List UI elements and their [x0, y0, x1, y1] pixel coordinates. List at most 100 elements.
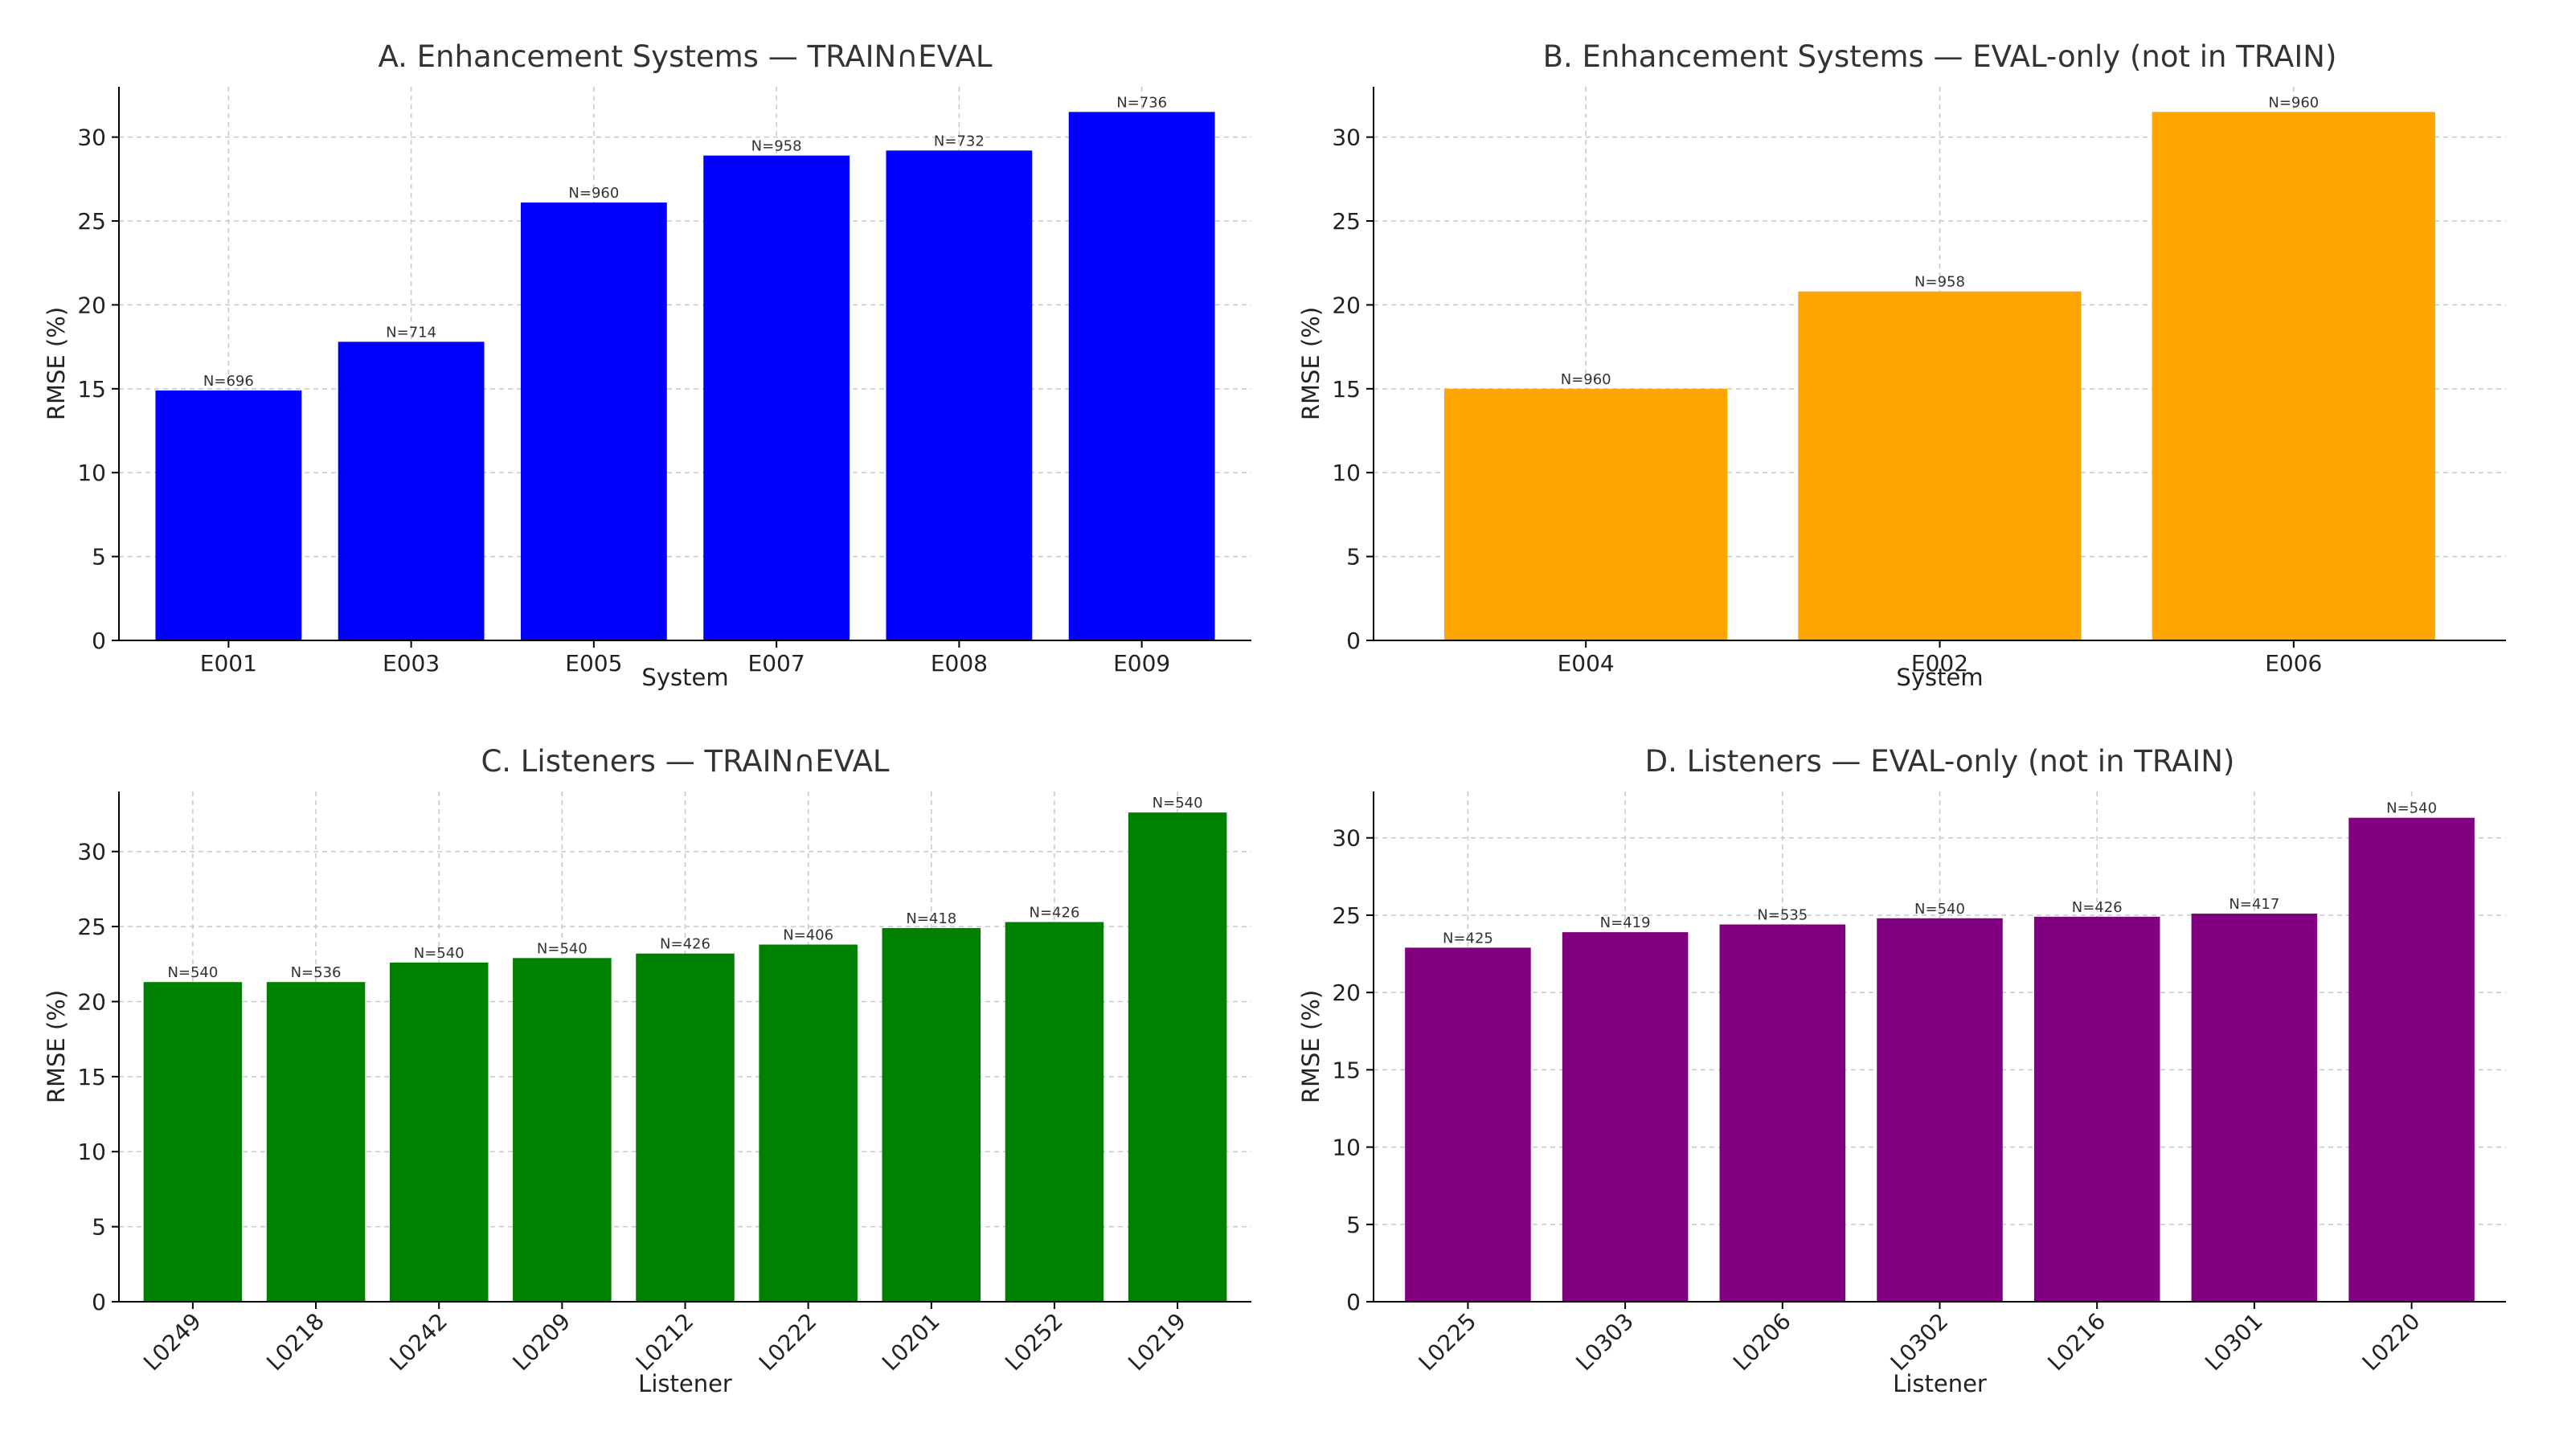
bar-E001	[155, 390, 302, 640]
y-tick-label: 25	[1332, 208, 1361, 235]
bar-L0301	[2191, 914, 2318, 1302]
bar-L0249	[143, 982, 243, 1302]
bar-count-label: N=960	[568, 185, 619, 202]
bar-E005	[520, 202, 667, 641]
y-tick-label: 0	[92, 1289, 106, 1315]
y-axis-title: RMSE (%)	[1297, 307, 1325, 420]
y-tick-label: 0	[1346, 628, 1361, 654]
x-tick-label: E007	[748, 650, 805, 677]
y-tick-label: 15	[77, 1064, 106, 1090]
bar-L0219	[1128, 812, 1227, 1302]
bar-L0218	[266, 982, 366, 1302]
bar-count-label: N=535	[1757, 906, 1808, 923]
bar-count-label: N=425	[1443, 930, 1493, 947]
y-tick-label: 15	[1332, 1057, 1361, 1083]
bar-count-label: N=419	[1600, 914, 1651, 931]
bar-L0225	[1405, 947, 1531, 1302]
y-tick-label: 5	[92, 1214, 106, 1241]
bar-count-label: N=732	[934, 133, 985, 149]
y-axis-title: RMSE (%)	[43, 990, 70, 1103]
y-tick-label: 10	[77, 460, 106, 486]
y-tick-label: 25	[77, 208, 106, 235]
y-tick-label: 15	[1332, 376, 1361, 403]
x-tick-label: E005	[565, 650, 622, 677]
bar-count-label: N=540	[414, 945, 465, 962]
y-tick-label: 5	[92, 544, 106, 571]
x-tick-label: L0220	[2357, 1308, 2426, 1376]
x-tick-label: L0209	[508, 1308, 576, 1376]
bar-L0252	[1005, 922, 1104, 1302]
x-tick-label: E004	[1558, 650, 1615, 677]
x-tick-label: L0201	[877, 1308, 945, 1376]
bar-E004	[1444, 388, 1728, 640]
x-tick-label: L0225	[1414, 1308, 1482, 1376]
bar-count-label: N=417	[2229, 896, 2279, 913]
chart-title: B. Enhancement Systems — EVAL-only (not …	[1543, 39, 2337, 74]
bar-E009	[1068, 112, 1215, 640]
y-tick-label: 30	[1332, 125, 1361, 151]
y-tick-label: 5	[1346, 1212, 1361, 1238]
x-tick-label: L0252	[1000, 1308, 1068, 1376]
bar-count-label: N=426	[1030, 904, 1080, 921]
x-tick-label: E003	[383, 650, 440, 677]
x-tick-label: L0216	[2042, 1308, 2111, 1376]
y-tick-label: 20	[1332, 292, 1361, 318]
y-tick-label: 30	[1332, 825, 1361, 852]
x-tick-label: E001	[200, 650, 257, 677]
x-tick-label: L0301	[2200, 1308, 2268, 1376]
y-tick-label: 20	[77, 988, 106, 1015]
bar-count-label: N=540	[2386, 800, 2437, 817]
y-tick-label: 30	[77, 125, 106, 151]
y-tick-label: 20	[77, 292, 106, 318]
bar-count-label: N=958	[1914, 274, 1965, 291]
x-axis-title: System	[1896, 664, 1983, 691]
bar-L0302	[1877, 918, 2003, 1302]
bar-count-label: N=958	[751, 138, 802, 155]
bar-L0212	[636, 953, 735, 1302]
bar-L0242	[389, 962, 489, 1302]
x-tick-label: L0206	[1728, 1308, 1796, 1376]
bar-E002	[1798, 291, 2082, 640]
bar-count-label: N=426	[2072, 899, 2123, 916]
y-tick-label: 0	[1346, 1289, 1361, 1315]
bar-count-label: N=736	[1116, 94, 1167, 111]
x-tick-label: E008	[931, 650, 988, 677]
bar-L0220	[2348, 817, 2475, 1302]
bar-count-label: N=406	[783, 927, 833, 944]
bar-E003	[338, 342, 485, 640]
y-axis-title: RMSE (%)	[1297, 990, 1325, 1103]
bar-L0201	[882, 927, 981, 1302]
chart-panel-0: N=696 N=714 N=960 N=958 N=732 N=736 0 5 10 15 20 25…	[43, 39, 1251, 691]
x-axis-title: Listener	[638, 1370, 732, 1397]
x-tick-label: E009	[1113, 650, 1170, 677]
y-tick-label: 10	[1332, 1135, 1361, 1161]
y-tick-label: 25	[77, 914, 106, 940]
bar-count-label: N=540	[1153, 795, 1203, 812]
bar-count-label: N=418	[906, 910, 956, 927]
bar-count-label: N=960	[2268, 94, 2319, 111]
x-tick-label: L0302	[1886, 1308, 1954, 1376]
y-tick-label: 25	[1332, 902, 1361, 929]
x-tick-label: L0219	[1123, 1308, 1191, 1376]
x-tick-label: E002	[1911, 650, 1968, 677]
bar-count-label: N=426	[660, 936, 710, 953]
x-tick-label: L0303	[1570, 1308, 1639, 1376]
bar-count-label: N=540	[537, 940, 588, 957]
bar-L0216	[2033, 916, 2160, 1302]
y-tick-label: 0	[92, 628, 106, 654]
bar-count-label: N=536	[291, 964, 342, 981]
bar-E006	[2152, 112, 2435, 640]
x-tick-label: E006	[2265, 650, 2322, 677]
x-axis-title: Listener	[1893, 1370, 1987, 1397]
bar-L0206	[1719, 924, 1846, 1302]
y-axis-title: RMSE (%)	[43, 307, 70, 420]
y-tick-label: 10	[77, 1139, 106, 1165]
y-tick-label: 15	[77, 376, 106, 403]
bar-E007	[703, 155, 850, 640]
x-tick-label: L0212	[631, 1308, 699, 1376]
bar-count-label: N=696	[203, 373, 254, 390]
y-tick-label: 20	[1332, 980, 1361, 1006]
bar-L0222	[759, 944, 858, 1302]
x-tick-label: L0218	[261, 1308, 330, 1376]
